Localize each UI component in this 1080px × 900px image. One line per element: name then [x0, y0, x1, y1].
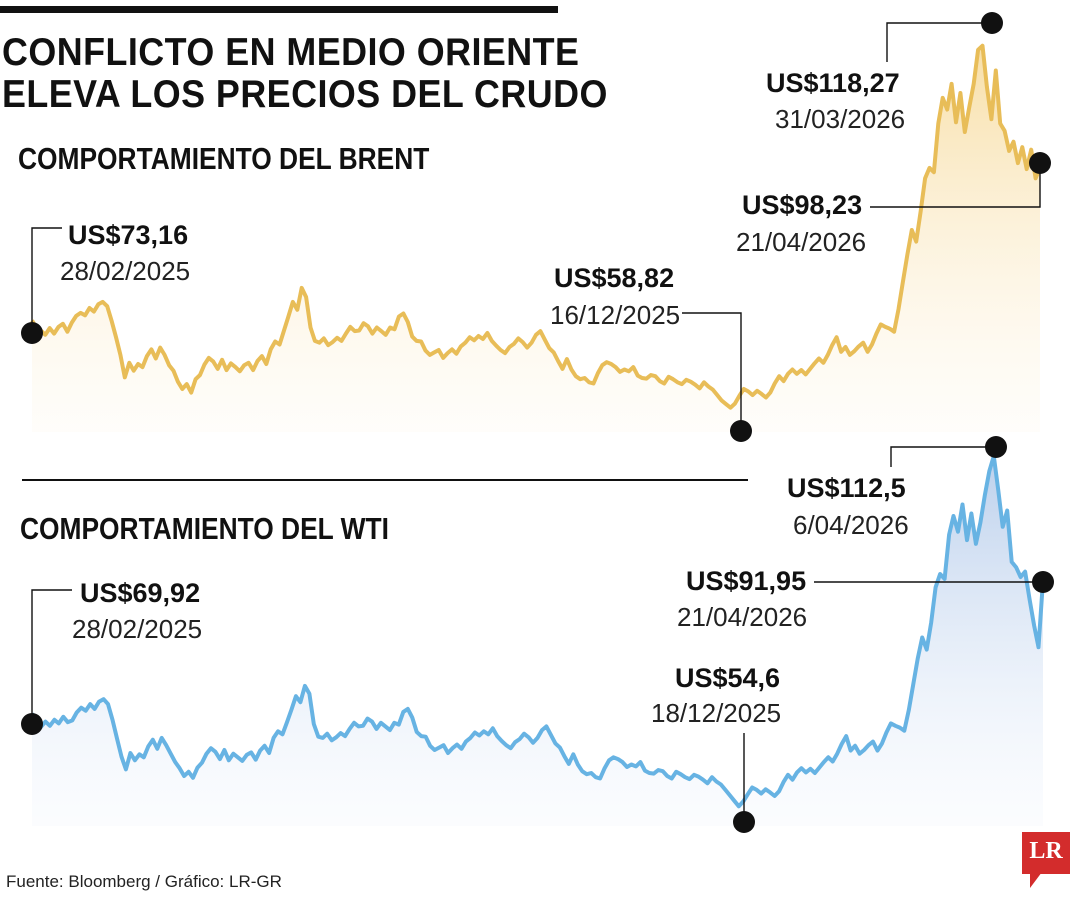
- source-note: Fuente: Bloomberg / Gráfico: LR-GR: [6, 872, 282, 891]
- title-line-2: ELEVA LOS PRECIOS DEL CRUDO: [2, 73, 608, 116]
- brent-start-date: 28/02/2025: [60, 256, 190, 286]
- wti-max-date: 6/04/2026: [793, 510, 909, 540]
- wti-max-marker: [985, 436, 1007, 458]
- brent-end-marker: [1029, 152, 1051, 174]
- brent-min-value: US$58,82: [554, 263, 674, 293]
- wti-end-value: US$91,95: [686, 566, 806, 596]
- brent-leader-end: [870, 163, 1041, 208]
- wti-leader-max: [890, 446, 996, 467]
- wti-start-value: US$69,92: [80, 578, 200, 608]
- wti-chart-title: COMPORTAMIENTO DEL WTI: [20, 511, 389, 546]
- wti-min-marker: [733, 811, 755, 833]
- wti-start-marker: [21, 713, 43, 735]
- wti-line: [30, 454, 1045, 809]
- lr-logo-text: LR: [1029, 838, 1063, 864]
- wti-max-value: US$112,5: [787, 473, 906, 503]
- wti-end-date: 21/04/2026: [677, 602, 807, 632]
- top-rule: [0, 6, 558, 13]
- brent-max-date: 31/03/2026: [775, 104, 905, 134]
- brent-start-marker: [21, 322, 43, 344]
- brent-chart: US$73,16 28/02/2025 US$58,82 16/12/2025 …: [21, 12, 1051, 442]
- brent-chart-title: COMPORTAMIENTO DEL BRENT: [18, 141, 430, 176]
- wti-chart: US$69,92 28/02/2025 US$54,6 18/12/2025 U…: [21, 436, 1054, 833]
- brent-max-marker: [981, 12, 1003, 34]
- wti-min-value: US$54,6: [675, 663, 780, 693]
- brent-max-value: US$118,27: [766, 68, 900, 98]
- brent-end-date: 21/04/2026: [736, 227, 866, 257]
- wti-end-marker: [1032, 571, 1054, 593]
- wti-start-date: 28/02/2025: [72, 614, 202, 644]
- brent-leader-start: [31, 227, 62, 332]
- brent-min-date: 16/12/2025: [550, 300, 680, 330]
- brent-line: [30, 43, 1042, 410]
- title-line-1: CONFLICTO EN MEDIO ORIENTE: [2, 31, 580, 74]
- page-title: CONFLICTO EN MEDIO ORIENTE ELEVA LOS PRE…: [2, 32, 608, 116]
- section-divider: [22, 479, 748, 481]
- brent-start-value: US$73,16: [68, 220, 188, 250]
- brent-end-value: US$98,23: [742, 190, 862, 220]
- lr-logo: LR: [1022, 832, 1070, 874]
- wti-min-date: 18/12/2025: [651, 698, 781, 728]
- brent-leader-max: [886, 22, 992, 62]
- brent-min-marker: [730, 420, 752, 442]
- wti-leader-start: [31, 589, 72, 724]
- lr-logo-tail: [1030, 872, 1042, 888]
- brent-leader-min: [682, 312, 742, 431]
